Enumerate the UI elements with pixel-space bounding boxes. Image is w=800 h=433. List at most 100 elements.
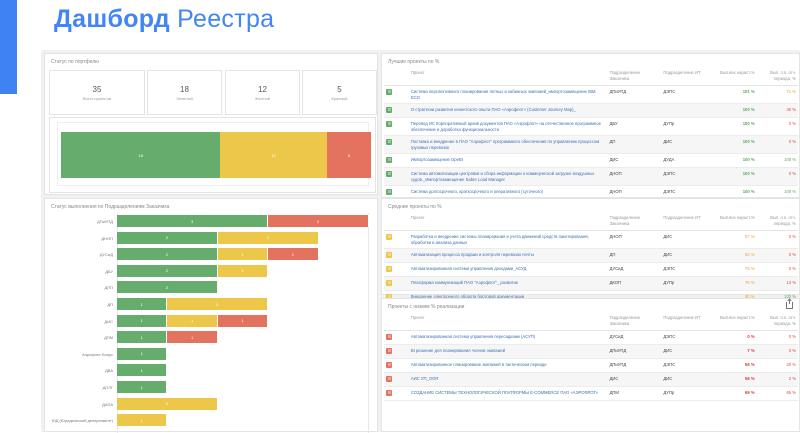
- bar-segment[interactable]: 1: [167, 314, 218, 327]
- status-cell: [384, 386, 409, 401]
- table-row[interactable]: Система автоматизации центровки и сбора …: [384, 167, 798, 186]
- project-name[interactable]: Система перспективного планирования летн…: [408, 85, 608, 104]
- customer-dept: ДПиУПД: [607, 344, 662, 359]
- category-label: ДБУ: [105, 268, 113, 274]
- col-it[interactable]: Подразделение ИТ: [661, 68, 716, 86]
- table-row[interactable]: СОЗДАНИЕ СИСТЕМЫ ТЕХНОЛОГИЧЕСКОЙ ПЛАТФОР…: [384, 386, 798, 401]
- project-name[interactable]: О стратегии развития клиентского опыта П…: [408, 103, 608, 118]
- bar-segment[interactable]: 1: [117, 331, 168, 344]
- bar-segment[interactable]: 1: [217, 264, 269, 277]
- status-square-icon: [386, 106, 392, 113]
- bar-segment[interactable]: 1: [117, 364, 168, 377]
- it-dept: ДИС: [661, 230, 716, 249]
- stack-segment-green[interactable]: 18: [61, 132, 221, 178]
- bar-segment[interactable]: 1: [217, 248, 269, 261]
- project-name[interactable]: АИС УП_ООП: [408, 372, 608, 387]
- bar-segment[interactable]: 1: [117, 298, 168, 310]
- col-period[interactable]: Вып. п.п. отч. периода, %: [756, 68, 798, 86]
- kpi-label: Красный: [331, 96, 348, 101]
- bar-segment[interactable]: 2: [268, 215, 369, 227]
- category-label: ДУСиД: [99, 252, 113, 258]
- table-row[interactable]: Автоматизация процесса продажи и контрол…: [384, 248, 798, 263]
- project-name[interactable]: Автоматизация процесса продажи и контрол…: [408, 248, 608, 263]
- status-square-icon: [386, 188, 392, 195]
- col-customer[interactable]: Подразделение Заказчика: [607, 313, 662, 331]
- kpi-label: Желтый: [254, 96, 270, 101]
- table-row[interactable]: Автоматизированная система управления до…: [384, 262, 798, 277]
- bar-segment[interactable]: 2: [217, 231, 319, 244]
- table-row[interactable]: Платформа коммуникаций ПАО "Аэрофлот"_ р…: [384, 276, 798, 291]
- panel-title: Средние проекты по %: [388, 204, 442, 210]
- col-customer[interactable]: Подразделение Заказчика: [607, 213, 662, 231]
- col-customer[interactable]: Подразделение Заказчика: [607, 68, 662, 86]
- col-project[interactable]: Проект: [408, 313, 608, 331]
- bar-segment[interactable]: 3: [117, 215, 269, 227]
- project-name[interactable]: BI решение для планирования членов экипа…: [408, 344, 608, 359]
- cum-percent: 100 %: [715, 167, 757, 186]
- bar-segment[interactable]: 1: [117, 347, 168, 360]
- col-cum[interactable]: Вып.вех нараст.%: [715, 313, 757, 331]
- export-icon[interactable]: [786, 299, 793, 309]
- cum-percent: 0 %: [715, 330, 757, 345]
- status-cell: [384, 248, 409, 263]
- table-row[interactable]: АИС УП_ООП ДИС ДИС 56 % 2 %: [384, 372, 798, 387]
- col-period[interactable]: Вып. п.п. отч. периода, %: [756, 313, 798, 331]
- table-row[interactable]: Система долгосрочного, краткосрочного и …: [384, 185, 798, 200]
- bar-segment[interactable]: 2: [117, 281, 218, 294]
- project-name[interactable]: Перевод ИС Корпоративный архив документо…: [408, 117, 608, 136]
- col-it[interactable]: Подразделение ИТ: [661, 313, 716, 331]
- col-period[interactable]: Вып. п.п. отч. периода, %: [756, 213, 798, 231]
- project-name[interactable]: Автоматизированное планирование экипажей…: [408, 358, 608, 373]
- project-name[interactable]: СОЗДАНИЕ СИСТЕМЫ ТЕХНОЛОГИЧЕСКОЙ ПЛАТФОР…: [408, 386, 608, 401]
- status-cell: [384, 344, 409, 359]
- col-cum[interactable]: Вып.вех нараст.%: [715, 213, 757, 231]
- col-project[interactable]: Проект: [408, 213, 608, 231]
- stack-segment-red[interactable]: 5: [326, 132, 371, 178]
- bar-segment[interactable]: 1: [268, 248, 319, 261]
- bar-segment[interactable]: 2: [117, 248, 218, 261]
- bar-segment[interactable]: 2: [167, 298, 269, 310]
- cum-percent: 100 %: [715, 103, 757, 118]
- project-name[interactable]: Платформа коммуникаций ПАО "Аэрофлот"_ р…: [408, 276, 608, 291]
- bar-segment[interactable]: 2: [117, 397, 218, 410]
- project-name[interactable]: Автоматизированная система управления пе…: [408, 330, 608, 345]
- cum-percent: 55 %: [715, 358, 757, 373]
- project-name[interactable]: Разработка и внедрение системы планирова…: [408, 230, 608, 249]
- table-row[interactable]: Автоматизированная система управления пе…: [384, 330, 798, 345]
- status-square-icon: [386, 333, 392, 340]
- period-percent: 20 %: [756, 358, 798, 373]
- table-row[interactable]: Перевод ИС Корпоративный архив документо…: [384, 117, 798, 136]
- bar-segment[interactable]: 2: [117, 231, 218, 244]
- table-row[interactable]: Автоматизированное планирование экипажей…: [384, 358, 798, 373]
- bar-segment[interactable]: 2: [117, 264, 218, 277]
- col-it[interactable]: Подразделение ИТ: [661, 213, 716, 231]
- table-row[interactable]: BI решение для планирования членов экипа…: [384, 344, 798, 359]
- table-row[interactable]: О стратегии развития клиентского опыта П…: [384, 103, 798, 118]
- project-name[interactable]: Система автоматизации центровки и сбора …: [408, 167, 608, 186]
- bar-segment[interactable]: 1: [167, 331, 218, 344]
- table-row[interactable]: Разработка и внедрение системы планирова…: [384, 230, 798, 249]
- project-name[interactable]: Импортозамещение OpeBI: [408, 153, 608, 168]
- category-label: ДП: [107, 302, 113, 307]
- table-header: Проект Подразделение Заказчика Подраздел…: [384, 68, 798, 86]
- bar-segment[interactable]: 1: [117, 314, 168, 327]
- table-row[interactable]: Поставка и внедрение в ПАО "Аэрофлот" пр…: [384, 135, 798, 154]
- col-cum[interactable]: Вып.вех нараст.%: [715, 68, 757, 86]
- period-percent: 0 %: [756, 248, 798, 263]
- bar-segment[interactable]: 1: [117, 381, 168, 393]
- page-title: Дашборд Реестра: [54, 5, 274, 34]
- status-square-icon: [386, 279, 392, 286]
- project-name[interactable]: Поставка и внедрение в ПАО "Аэрофлот" пр…: [408, 135, 608, 154]
- table-row[interactable]: Система перспективного планирования летн…: [384, 85, 798, 104]
- project-name[interactable]: Автоматизированная система управления до…: [408, 262, 608, 277]
- cum-percent: 101 %: [715, 85, 757, 104]
- cum-percent: 76 %: [715, 276, 757, 291]
- it-dept: [661, 103, 716, 118]
- table-row[interactable]: Импортозамещение OpeBI ДИС ДУДА 100 % 100 %: [384, 153, 798, 168]
- col-project[interactable]: Проект: [408, 68, 608, 86]
- bar-segment[interactable]: 1: [117, 414, 168, 427]
- bar-segment[interactable]: 1: [217, 314, 269, 327]
- stack-segment-yellow[interactable]: 12: [220, 132, 327, 178]
- kpi-total: 35 Всего проектов: [49, 70, 145, 115]
